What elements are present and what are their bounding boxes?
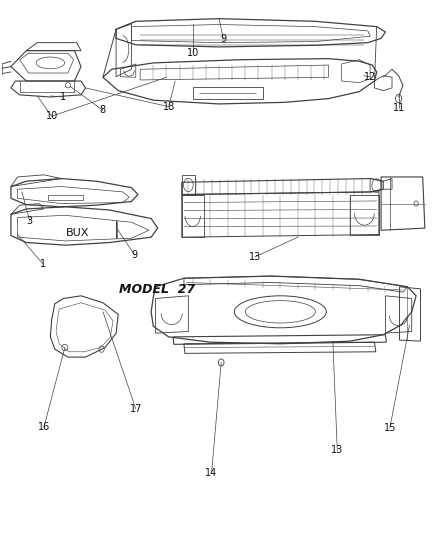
Text: 13: 13	[331, 446, 343, 455]
Text: 9: 9	[220, 34, 226, 44]
Text: 1: 1	[60, 92, 67, 102]
Bar	[193, 87, 263, 99]
Text: MODEL  27: MODEL 27	[119, 284, 195, 296]
Text: 18: 18	[162, 102, 175, 111]
Text: 9: 9	[131, 250, 138, 260]
Text: 10: 10	[46, 111, 58, 121]
Text: 8: 8	[100, 106, 106, 115]
Text: 14: 14	[205, 469, 218, 478]
Text: BUX: BUX	[66, 228, 90, 238]
Text: 11: 11	[392, 103, 405, 112]
Text: 17: 17	[130, 404, 142, 414]
Text: 3: 3	[27, 216, 33, 226]
Text: 10: 10	[187, 49, 199, 58]
Text: 12: 12	[364, 72, 376, 82]
Text: 13: 13	[249, 252, 261, 262]
Text: 1: 1	[40, 259, 46, 269]
Text: 16: 16	[38, 423, 50, 432]
Bar	[48, 195, 83, 200]
Text: 15: 15	[384, 423, 396, 433]
